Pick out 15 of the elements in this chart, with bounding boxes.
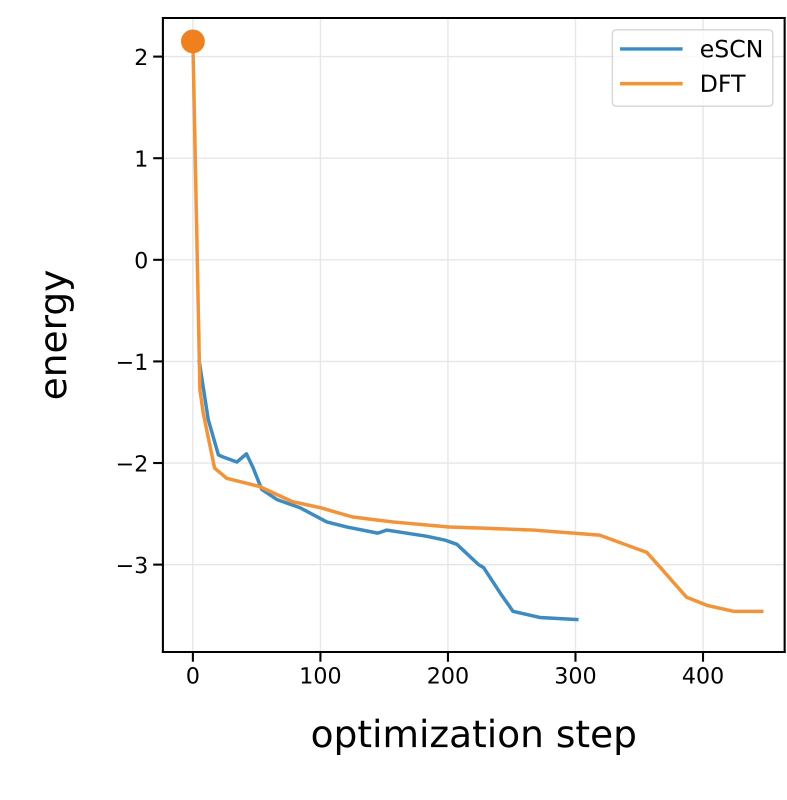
x-tick-label: 200 [428,666,468,684]
y-tick-label: 2 [136,48,146,66]
y-tick-label: −2 [118,454,146,472]
x-tick-label: 0 [187,666,198,684]
x-axis-title: optimization step [312,718,635,755]
x-tick-label: 400 [682,666,723,684]
x-tick-label: 100 [302,666,340,684]
y-tick-label: −3 [118,556,147,574]
y-axis-title: energy [45,270,74,398]
y-tick-label: 1 [136,150,146,167]
x-tick-label: 300 [556,666,596,684]
y-tick-label: 0 [136,252,147,269]
legend-label: DFT [702,74,746,92]
legend-label: eSCN [701,40,762,58]
y-tick-label: −1 [118,354,146,370]
